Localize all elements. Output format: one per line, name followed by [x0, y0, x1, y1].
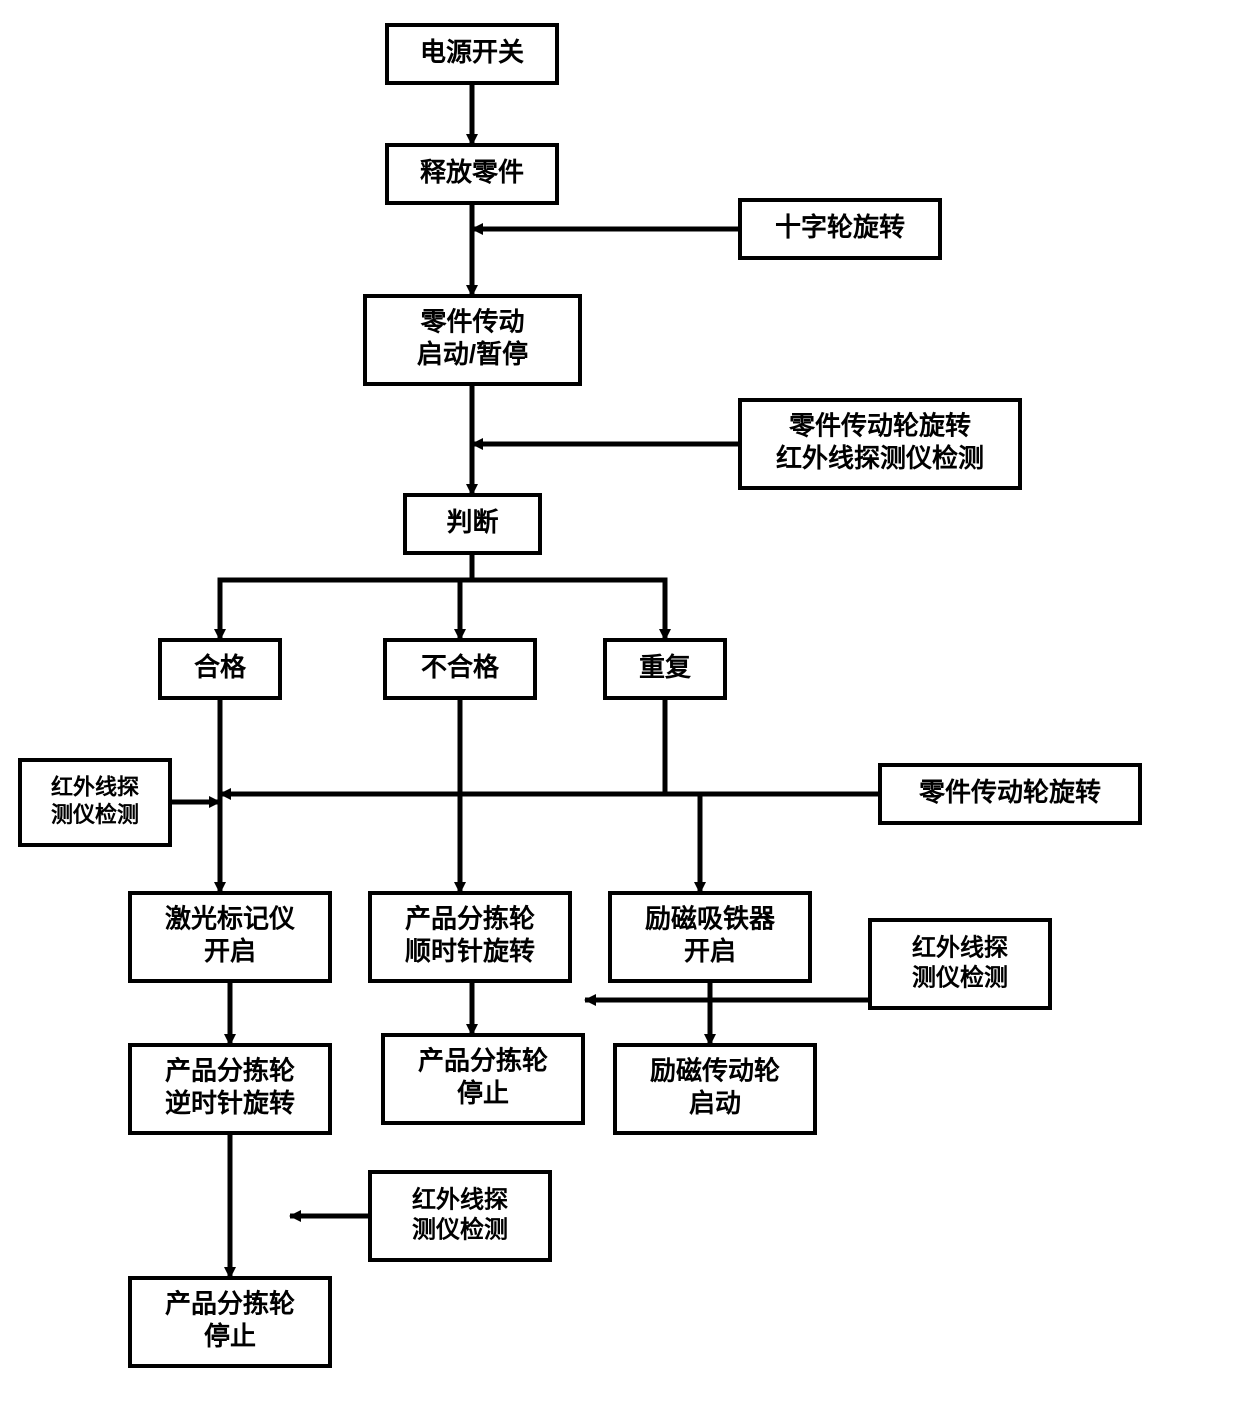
node-label-n10-line0: 零件传动轮旋转 [919, 777, 1101, 807]
node-n19: 红外线探测仪检测 [370, 1172, 550, 1260]
node-n6: 判断 [405, 495, 540, 553]
node-n7: 合格 [160, 640, 280, 698]
node-label-n13-line0: 产品分拣轮 [405, 904, 535, 934]
node-label-n15-line0: 红外线探 [912, 933, 1008, 961]
node-label-n7-line0: 合格 [194, 652, 247, 682]
node-n17: 产品分拣轮停止 [383, 1035, 583, 1123]
node-n18: 励磁传动轮启动 [615, 1045, 815, 1133]
node-label-n17-line1: 停止 [457, 1078, 509, 1108]
nodes-layer: 电源开关释放零件十字轮旋转零件传动启动/暂停零件传动轮旋转红外线探测仪检测判断合… [20, 25, 1140, 1366]
node-label-n8-line0: 不合格 [421, 652, 500, 682]
node-label-n3-line0: 十字轮旋转 [775, 212, 905, 242]
node-label-n11-line0: 红外线探 [51, 775, 139, 800]
node-label-n20-line1: 停止 [204, 1321, 256, 1351]
node-n11: 红外线探测仪检测 [20, 760, 170, 845]
node-label-n6-line0: 判断 [446, 507, 498, 537]
node-label-n19-line0: 红外线探 [412, 1185, 508, 1213]
node-label-n16-line0: 产品分拣轮 [165, 1056, 295, 1086]
node-n1: 电源开关 [387, 25, 557, 83]
node-n5: 零件传动轮旋转红外线探测仪检测 [740, 400, 1020, 488]
node-label-n19-line1: 测仪检测 [412, 1215, 508, 1243]
node-n9: 重复 [605, 640, 725, 698]
node-label-n14-line1: 开启 [684, 936, 736, 966]
node-label-n4-line0: 零件传动 [420, 307, 524, 337]
node-label-n5-line0: 零件传动轮旋转 [789, 411, 971, 441]
node-label-n18-line1: 启动 [689, 1088, 741, 1118]
node-n10: 零件传动轮旋转 [880, 765, 1140, 823]
node-label-n12-line1: 开启 [204, 936, 256, 966]
node-label-n11-line1: 测仪检测 [51, 802, 139, 827]
node-label-n17-line0: 产品分拣轮 [418, 1046, 548, 1076]
node-n14: 励磁吸铁器开启 [610, 893, 810, 981]
node-label-n13-line1: 顺时针旋转 [405, 936, 535, 966]
node-n15: 红外线探测仪检测 [870, 920, 1050, 1008]
node-label-n18-line0: 励磁传动轮 [650, 1056, 780, 1086]
node-label-n1-line0: 电源开关 [420, 37, 524, 67]
node-label-n2-line0: 释放零件 [420, 157, 524, 187]
edge-7 [472, 580, 665, 640]
node-label-n4-line1: 启动/暂停 [417, 339, 528, 369]
node-label-n20-line0: 产品分拣轮 [165, 1289, 295, 1319]
flowchart-canvas: 电源开关释放零件十字轮旋转零件传动启动/暂停零件传动轮旋转红外线探测仪检测判断合… [0, 0, 1240, 1405]
node-n13: 产品分拣轮顺时针旋转 [370, 893, 570, 981]
node-n2: 释放零件 [387, 145, 557, 203]
node-n12: 激光标记仪开启 [130, 893, 330, 981]
node-n16: 产品分拣轮逆时针旋转 [130, 1045, 330, 1133]
node-label-n9-line0: 重复 [639, 652, 692, 682]
node-label-n5-line1: 红外线探测仪检测 [776, 443, 984, 473]
node-n4: 零件传动启动/暂停 [365, 296, 580, 384]
node-n3: 十字轮旋转 [740, 200, 940, 258]
node-label-n15-line1: 测仪检测 [912, 963, 1008, 991]
edge-5 [220, 553, 472, 640]
node-n20: 产品分拣轮停止 [130, 1278, 330, 1366]
node-label-n16-line1: 逆时针旋转 [165, 1088, 295, 1118]
node-n8: 不合格 [385, 640, 535, 698]
node-label-n14-line0: 励磁吸铁器 [645, 904, 776, 934]
node-label-n12-line0: 激光标记仪 [165, 904, 296, 934]
edge-13 [665, 794, 700, 893]
